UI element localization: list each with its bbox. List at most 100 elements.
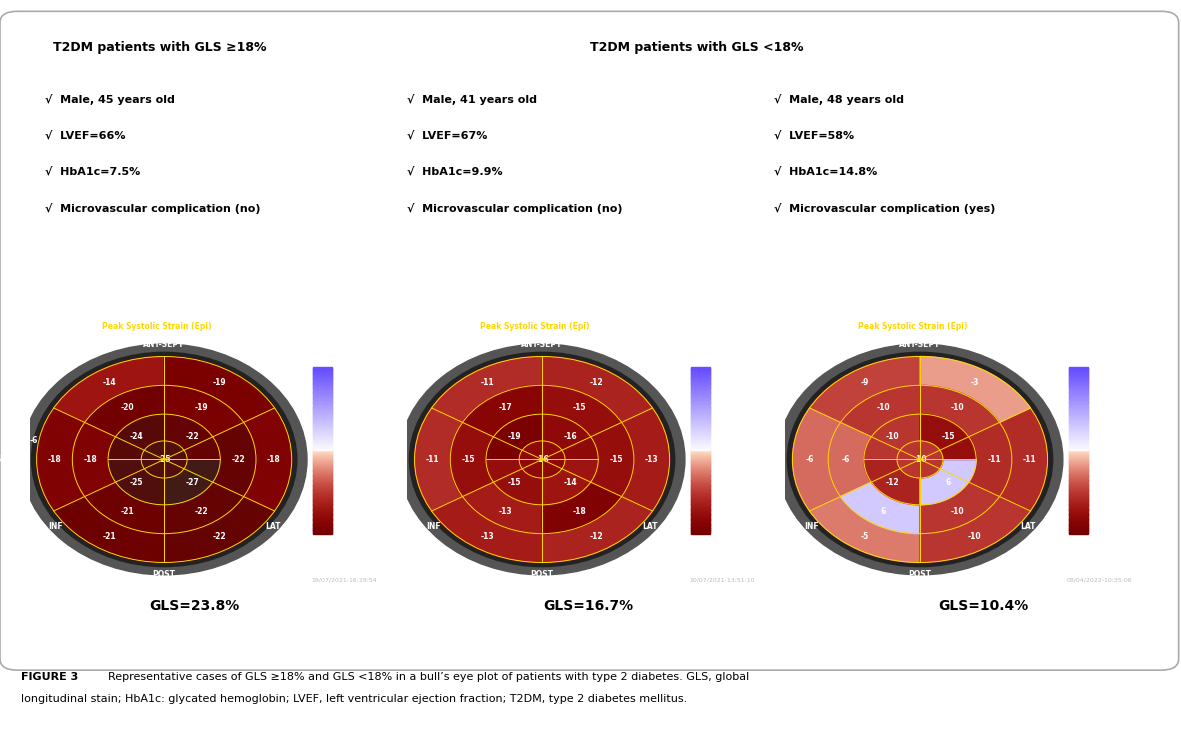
- Bar: [691, 526, 710, 528]
- Bar: [1069, 500, 1089, 501]
- Bar: [691, 416, 710, 418]
- Bar: [1069, 449, 1089, 450]
- Bar: [313, 376, 333, 378]
- Bar: [691, 392, 710, 393]
- Text: POST: POST: [530, 570, 554, 579]
- Bar: [313, 490, 333, 492]
- Bar: [313, 456, 333, 458]
- Bar: [691, 368, 710, 370]
- Bar: [1069, 417, 1089, 419]
- Bar: [1069, 424, 1089, 425]
- Bar: [691, 422, 710, 423]
- Wedge shape: [213, 422, 256, 496]
- Bar: [313, 501, 333, 502]
- Bar: [691, 421, 710, 422]
- Bar: [1069, 479, 1089, 480]
- Bar: [1069, 510, 1089, 511]
- Bar: [691, 498, 710, 499]
- Wedge shape: [809, 356, 920, 422]
- Bar: [1069, 421, 1089, 422]
- Bar: [691, 482, 710, 483]
- Text: LAT: LAT: [265, 522, 280, 531]
- Wedge shape: [809, 496, 920, 562]
- Bar: [1069, 419, 1089, 420]
- Bar: [313, 499, 333, 501]
- Text: -10: -10: [886, 432, 899, 441]
- Wedge shape: [542, 414, 599, 459]
- Bar: [691, 393, 710, 395]
- Bar: [1069, 402, 1089, 404]
- Bar: [313, 525, 333, 526]
- Text: -22: -22: [213, 532, 226, 541]
- Bar: [1069, 444, 1089, 445]
- Bar: [313, 465, 333, 466]
- Bar: [691, 458, 710, 459]
- Bar: [1069, 438, 1089, 439]
- Wedge shape: [999, 408, 1048, 511]
- Wedge shape: [485, 459, 542, 505]
- Circle shape: [410, 352, 674, 566]
- Bar: [1069, 423, 1089, 425]
- Text: longitudinal stain; HbA1c: glycated hemoglobin; LVEF, left ventricular ejection : longitudinal stain; HbA1c: glycated hemo…: [21, 694, 687, 704]
- Bar: [1069, 489, 1089, 491]
- Bar: [691, 419, 710, 420]
- Bar: [313, 421, 333, 422]
- Bar: [313, 517, 333, 518]
- Bar: [1069, 483, 1089, 485]
- Bar: [1069, 525, 1089, 526]
- Text: -20.0: -20.0: [720, 442, 739, 448]
- Bar: [313, 459, 333, 461]
- Wedge shape: [164, 482, 243, 534]
- Bar: [691, 445, 710, 447]
- Bar: [313, 370, 333, 372]
- Bar: [313, 505, 333, 507]
- Bar: [1069, 512, 1089, 513]
- Bar: [691, 449, 710, 450]
- Bar: [1069, 450, 1089, 451]
- Bar: [1069, 418, 1089, 419]
- Bar: [691, 489, 710, 490]
- Bar: [1069, 470, 1089, 471]
- Bar: [691, 371, 710, 373]
- Bar: [1069, 368, 1089, 370]
- Bar: [1069, 373, 1089, 374]
- Bar: [691, 474, 710, 476]
- Bar: [1069, 371, 1089, 373]
- Bar: [691, 420, 710, 422]
- Wedge shape: [37, 408, 85, 511]
- Text: √  Microvascular complication (no): √ Microvascular complication (no): [45, 203, 260, 214]
- Bar: [313, 455, 333, 456]
- Bar: [691, 457, 710, 459]
- Text: 08/04/2022-10:35:06: 08/04/2022-10:35:06: [1066, 578, 1133, 583]
- Bar: [1069, 513, 1089, 514]
- Bar: [1069, 532, 1089, 534]
- Bar: [1069, 456, 1089, 458]
- Bar: [313, 410, 333, 411]
- Bar: [313, 433, 333, 434]
- Bar: [1069, 482, 1089, 483]
- Bar: [691, 497, 710, 498]
- Text: -16: -16: [535, 455, 549, 464]
- Bar: [1069, 526, 1089, 528]
- Text: ANT-SEPT: ANT-SEPT: [143, 340, 185, 349]
- Circle shape: [898, 441, 942, 478]
- Bar: [1069, 468, 1089, 469]
- Bar: [1069, 484, 1089, 486]
- Bar: [313, 442, 333, 444]
- Bar: [691, 483, 710, 485]
- Bar: [313, 401, 333, 402]
- Bar: [313, 510, 333, 511]
- Circle shape: [788, 352, 1052, 566]
- Bar: [313, 380, 333, 381]
- Bar: [313, 450, 333, 451]
- Bar: [691, 394, 710, 395]
- Bar: [691, 410, 710, 412]
- Bar: [1069, 428, 1089, 429]
- Bar: [691, 505, 710, 507]
- Bar: [691, 462, 710, 463]
- Bar: [691, 452, 710, 453]
- Text: -11: -11: [1023, 455, 1037, 464]
- Bar: [313, 462, 333, 463]
- Bar: [313, 398, 333, 399]
- Bar: [1069, 385, 1089, 386]
